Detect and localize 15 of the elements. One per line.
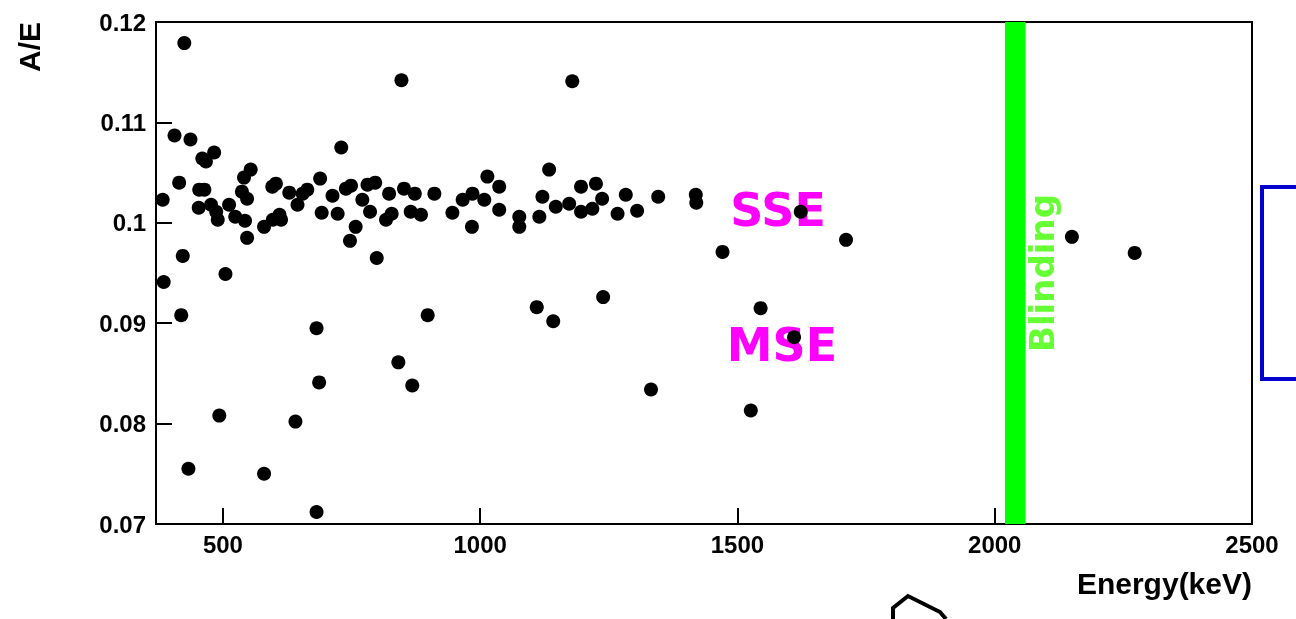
x-tick-label: 500 xyxy=(202,530,243,558)
x-tick-label: 2500 xyxy=(1225,530,1279,558)
y-tick-label: 0.08 xyxy=(99,410,146,438)
band-label: Blinding xyxy=(1021,194,1062,352)
y-axis-title: A/E xyxy=(12,22,46,73)
x-tick-label: 1000 xyxy=(453,530,507,558)
x-tick-label: 1500 xyxy=(710,530,765,558)
y-tick-label: 0.07 xyxy=(99,510,146,538)
x-axis-title: Energy(keV) xyxy=(1076,566,1252,600)
y-tick-label: 0.11 xyxy=(100,108,146,136)
x-tick-label: 2000 xyxy=(968,530,1022,558)
y-tick-label: 0.1 xyxy=(112,209,146,237)
y-tick-label: 0.09 xyxy=(99,309,146,337)
annotation: MSE xyxy=(726,318,838,372)
y-tick-label: 0.12 xyxy=(99,8,146,36)
